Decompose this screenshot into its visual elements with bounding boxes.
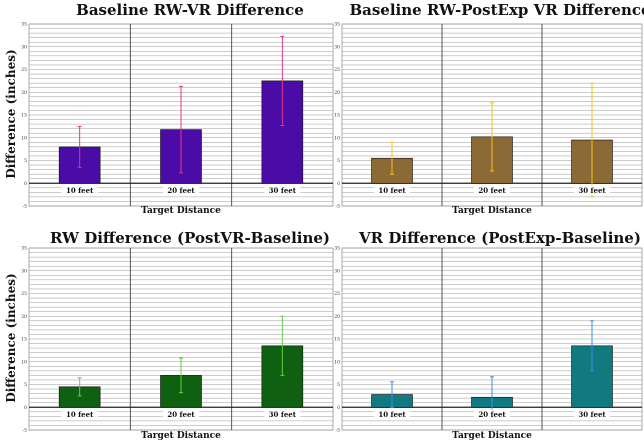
y-tick-label: 20 (21, 314, 27, 320)
y-tick-label: 30 (334, 268, 340, 274)
category-label-box (264, 409, 301, 419)
chart-title: Baseline RW-VR Difference (76, 1, 304, 19)
y-tick-label: -5 (23, 428, 28, 434)
y-tick-label: 10 (334, 135, 340, 141)
chart-panel-1: -5 0 5 10 15 20 25 30 35 10 feet 20 feet 30 feet Bas… (4, 1, 334, 216)
x-axis-label: Target Distance (141, 206, 221, 216)
y-tick-label: 35 (21, 246, 27, 252)
y-tick-label: 30 (21, 44, 27, 50)
y-tick-label: 0 (337, 405, 340, 411)
category-label-box (474, 185, 510, 195)
y-tick-label: 20 (334, 314, 340, 320)
chart-panel-4: -5 0 5 10 15 20 25 30 35 10 feet 20 feet 30 feet VR … (334, 229, 643, 441)
y-tick-label: 10 (21, 135, 27, 141)
category-label-box (474, 409, 510, 419)
category-label: 30 feet (578, 186, 606, 195)
y-tick-label: 15 (21, 113, 27, 119)
y-tick-label: -5 (336, 428, 341, 434)
category-label: 10 feet (378, 410, 406, 419)
x-axis-label: Target Distance (452, 206, 532, 216)
category-label-box (163, 409, 199, 419)
category-label: 10 feet (66, 410, 94, 419)
category-label-box (574, 409, 610, 419)
y-tick-label: 25 (21, 67, 27, 73)
category-label: 20 feet (167, 410, 195, 419)
chart-title: VR Difference (PostExp-Baseline) (358, 229, 641, 247)
y-axis-label: Difference (inches) (4, 273, 18, 402)
category-label: 30 feet (269, 186, 297, 195)
y-tick-label: 30 (21, 268, 27, 274)
y-tick-label: 20 (21, 90, 27, 96)
category-label: 30 feet (269, 410, 297, 419)
y-tick-label: 25 (21, 291, 27, 297)
y-tick-label: 10 (334, 359, 340, 365)
y-tick-label: 10 (21, 359, 27, 365)
category-label-box (264, 185, 301, 195)
y-tick-label: 20 (334, 90, 340, 96)
category-label-box (61, 409, 98, 419)
chart-title: RW Difference (PostVR-Baseline) (50, 229, 330, 247)
y-tick-label: 5 (337, 158, 340, 164)
category-label: 10 feet (66, 186, 94, 195)
y-tick-label: 35 (21, 22, 27, 28)
y-tick-label: -5 (336, 204, 341, 210)
y-tick-label: -5 (23, 204, 28, 210)
y-tick-label: 5 (24, 382, 27, 388)
category-label-box (574, 185, 610, 195)
y-tick-label: 30 (334, 44, 340, 50)
chart-panel-2: -5 0 5 10 15 20 25 30 35 10 feet 20 feet 30 feet Bas… (334, 1, 644, 216)
chart-panel-3: -5 0 5 10 15 20 25 30 35 10 feet 20 feet 30 feet RW … (4, 229, 334, 441)
y-tick-label: 0 (337, 181, 340, 187)
y-axis-label: Difference (inches) (4, 49, 18, 178)
y-tick-label: 5 (24, 158, 27, 164)
y-tick-label: 25 (334, 67, 340, 73)
y-tick-label: 15 (334, 337, 340, 343)
category-label-box (61, 185, 98, 195)
y-tick-label: 35 (334, 246, 340, 252)
category-label: 20 feet (478, 186, 506, 195)
category-label-box (163, 185, 199, 195)
y-tick-label: 0 (24, 405, 27, 411)
y-tick-label: 0 (24, 181, 27, 187)
y-tick-label: 15 (334, 113, 340, 119)
category-label: 10 feet (378, 186, 406, 195)
y-tick-label: 5 (337, 382, 340, 388)
category-label: 20 feet (478, 410, 506, 419)
chart-title: Baseline RW-PostExp VR Difference (349, 1, 644, 19)
category-label: 20 feet (167, 186, 195, 195)
category-label-box (374, 409, 410, 419)
y-tick-label: 25 (334, 291, 340, 297)
y-tick-label: 35 (334, 22, 340, 28)
x-axis-label: Target Distance (141, 431, 221, 441)
category-label-box (374, 185, 410, 195)
y-tick-label: 15 (21, 337, 27, 343)
x-axis-label: Target Distance (452, 431, 532, 441)
category-label: 30 feet (578, 410, 606, 419)
